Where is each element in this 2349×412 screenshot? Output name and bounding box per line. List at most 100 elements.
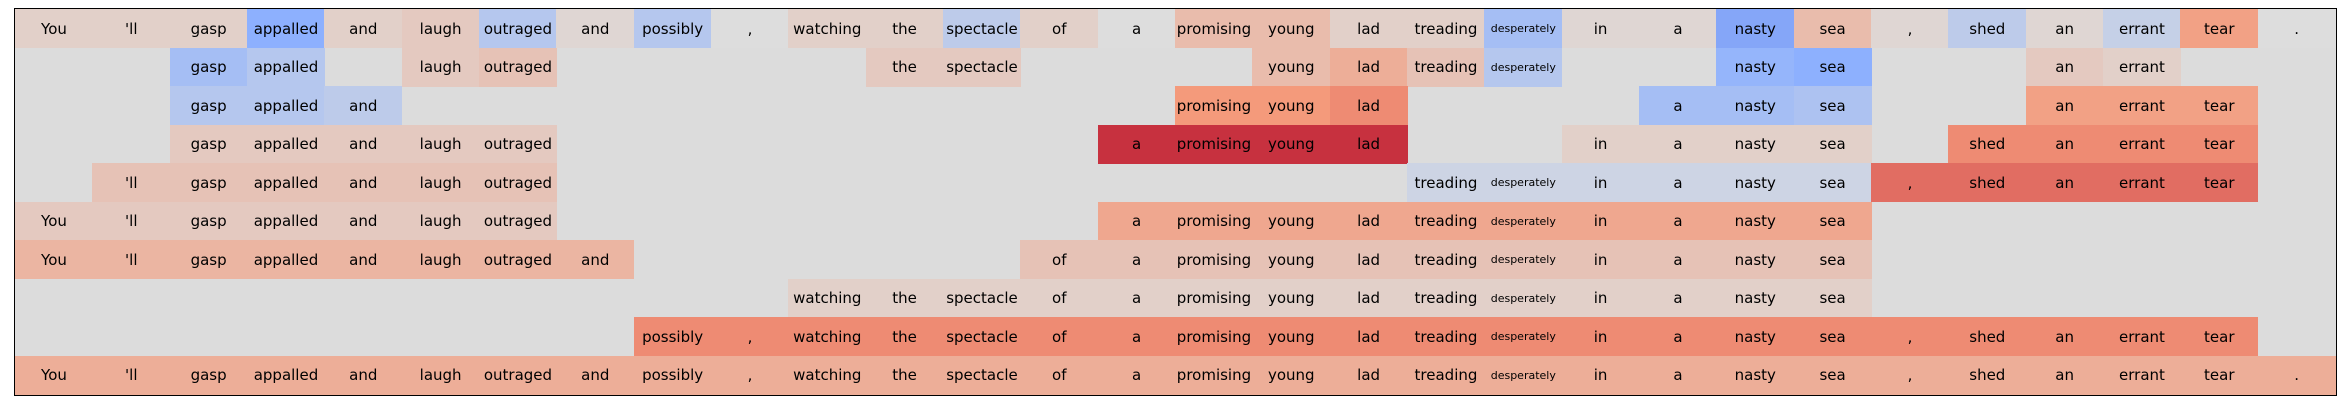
heatmap-cell-r6-c5: laugh (401, 240, 480, 280)
heatmap-cell-r0-c28: tear (2180, 9, 2259, 49)
heatmap-cell-r0-c17: lad (1329, 9, 1408, 49)
heatmap-cell-r9-c27: errant (2103, 355, 2181, 395)
heatmap-cell-r9-c3: appalled (247, 355, 325, 395)
heatmap-cell-r0-c15: promising (1175, 9, 1253, 49)
heatmap-cell-r6-c22: nasty (1716, 240, 1795, 280)
heatmap-cell-r5-c14: a (1097, 201, 1176, 241)
heatmap-cell-r2-c2: gasp (169, 86, 248, 126)
heatmap-cell-r3-c3: appalled (247, 124, 325, 164)
heatmap-cell-r4-c19: desperately (1484, 163, 1563, 203)
heatmap-cell-r3-c21: a (1639, 124, 1717, 164)
heatmap-cell-r7-c12: spectacle (943, 278, 1021, 318)
heatmap-cell-r2-c22: nasty (1716, 86, 1795, 126)
heatmap-cell-r5-c20: in (1561, 201, 1640, 241)
heatmap-cell-r0-c0: You (15, 9, 93, 49)
heatmap-cell-r0-c11: the (865, 9, 944, 49)
heatmap-cell-r1-c27: errant (2103, 47, 2181, 87)
heatmap-cell-r1-c22: nasty (1716, 47, 1795, 87)
heatmap-cell-r9-c21: a (1639, 355, 1717, 395)
heatmap-cell-r3-c23: sea (1793, 124, 1872, 164)
heatmap-cell-r4-c4: and (324, 163, 403, 203)
heatmap-cell-r6-c20: in (1561, 240, 1640, 280)
heatmap-cell-r4-c27: errant (2103, 163, 2181, 203)
heatmap-cell-r0-c26: an (2025, 9, 2104, 49)
heatmap-cell-r3-c15: promising (1175, 124, 1253, 164)
heatmap-cell-r0-c23: sea (1793, 9, 1872, 49)
heatmap-cell-r8-c9: , (711, 317, 789, 357)
heatmap-cell-r5-c4: and (324, 201, 403, 241)
heatmap-cell-r9-c11: the (865, 355, 944, 395)
heatmap-cell-r5-c0: You (15, 201, 93, 241)
heatmap-cell-r1-c12: spectacle (943, 47, 1021, 87)
heatmap-cell-r8-c28: tear (2180, 317, 2259, 357)
heatmap-cell-r3-c6: outraged (479, 124, 557, 164)
heatmap-cell-r1-c23: sea (1793, 47, 1872, 87)
heatmap-cell-r5-c16: young (1252, 201, 1331, 241)
heatmap-cell-r9-c19: desperately (1484, 355, 1563, 395)
heatmap-cell-r1-c17: lad (1329, 47, 1408, 87)
heatmap-cell-r6-c17: lad (1329, 240, 1408, 280)
heatmap-cell-r7-c11: the (865, 278, 944, 318)
heatmap-cell-r9-c4: and (324, 355, 403, 395)
heatmap-cell-r8-c20: in (1561, 317, 1640, 357)
heatmap-cell-r2-c23: sea (1793, 86, 1872, 126)
heatmap-cell-r1-c2: gasp (169, 47, 248, 87)
heatmap-cell-r1-c11: the (865, 47, 944, 87)
heatmap-cell-r2-c27: errant (2103, 86, 2181, 126)
heatmap-cell-r0-c4: and (324, 9, 403, 49)
heatmap-cell-r0-c24: , (1871, 9, 1949, 49)
heatmap-cell-r3-c2: gasp (169, 124, 248, 164)
heatmap-cell-r8-c26: an (2025, 317, 2104, 357)
heatmap-cell-r7-c17: lad (1329, 278, 1408, 318)
heatmap-cell-r8-c21: a (1639, 317, 1717, 357)
heatmap-cell-r2-c28: tear (2180, 86, 2259, 126)
heatmap-cell-r8-c11: the (865, 317, 944, 357)
heatmap-cell-r2-c16: young (1252, 86, 1331, 126)
heatmap-cell-r6-c18: treading (1407, 240, 1485, 280)
heatmap-cell-r7-c15: promising (1175, 278, 1253, 318)
heatmap-cell-r0-c22: nasty (1716, 9, 1795, 49)
heatmap-cell-r5-c5: laugh (401, 201, 480, 241)
heatmap-cell-r6-c16: young (1252, 240, 1331, 280)
heatmap-cell-r0-c19: desperately (1484, 9, 1563, 49)
heatmap-cell-r0-c29: . (2257, 9, 2336, 49)
heatmap-cell-r8-c10: watching (788, 317, 867, 357)
heatmap-cell-r2-c3: appalled (247, 86, 325, 126)
heatmap-cell-r9-c0: You (15, 355, 93, 395)
heatmap-cell-r0-c16: young (1252, 9, 1331, 49)
heatmap-cell-r8-c22: nasty (1716, 317, 1795, 357)
heatmap-cell-r8-c15: promising (1175, 317, 1253, 357)
heatmap-cell-r8-c24: , (1871, 317, 1949, 357)
heatmap-cell-r5-c18: treading (1407, 201, 1485, 241)
heatmap-cell-r4-c3: appalled (247, 163, 325, 203)
heatmap-cell-r0-c18: treading (1407, 9, 1485, 49)
heatmap-cell-r9-c9: , (711, 355, 789, 395)
heatmap-cell-r0-c10: watching (788, 9, 867, 49)
heatmap-cell-r9-c10: watching (788, 355, 867, 395)
heatmap-cell-r9-c14: a (1097, 355, 1176, 395)
heatmap-cell-r7-c13: of (1020, 278, 1099, 318)
heatmap-cell-r9-c6: outraged (479, 355, 557, 395)
heatmap-cell-r9-c17: lad (1329, 355, 1408, 395)
heatmap-cell-r5-c17: lad (1329, 201, 1408, 241)
heatmap-cell-r0-c14: a (1097, 9, 1176, 49)
heatmap-cell-r6-c15: promising (1175, 240, 1253, 280)
heatmap-cell-r9-c7: and (556, 355, 635, 395)
heatmap-cell-r0-c21: a (1639, 9, 1717, 49)
heatmap-cell-r3-c20: in (1561, 124, 1640, 164)
heatmap-cell-r4-c5: laugh (401, 163, 480, 203)
heatmap-cell-r8-c27: errant (2103, 317, 2181, 357)
heatmap-cell-r6-c23: sea (1793, 240, 1872, 280)
heatmap-cell-r9-c28: tear (2180, 355, 2259, 395)
heatmap-cell-r8-c16: young (1252, 317, 1331, 357)
heatmap-cell-r0-c9: , (711, 9, 789, 49)
heatmap-cell-r5-c1: 'll (92, 201, 171, 241)
heatmap-cell-r0-c1: 'll (92, 9, 171, 49)
heatmap-cell-r7-c19: desperately (1484, 278, 1563, 318)
heatmap-cell-r9-c5: laugh (401, 355, 480, 395)
heatmap-cell-r5-c2: gasp (169, 201, 248, 241)
heatmap-cell-r0-c13: of (1020, 9, 1099, 49)
heatmap-cell-r9-c15: promising (1175, 355, 1253, 395)
heatmap-cell-r3-c4: and (324, 124, 403, 164)
heatmap-cell-r4-c24: , (1871, 163, 1949, 203)
